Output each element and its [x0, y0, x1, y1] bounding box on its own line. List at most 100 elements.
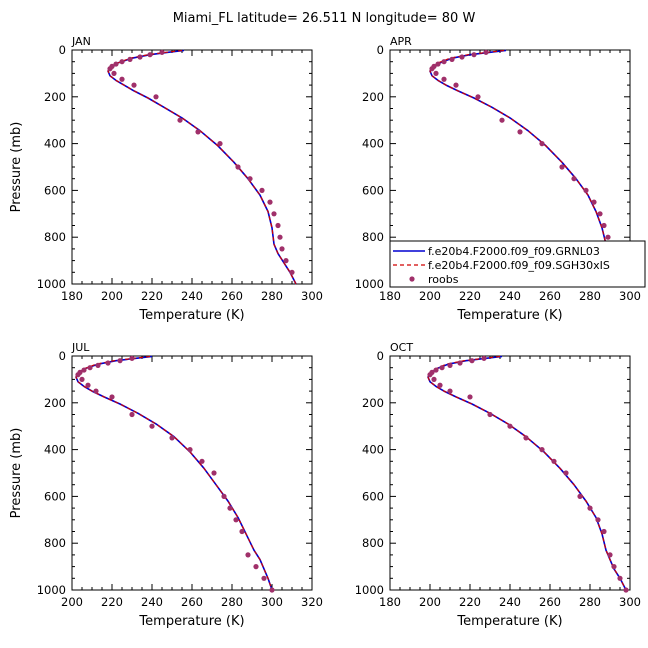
roobs-point — [517, 129, 523, 135]
panel-title: OCT — [390, 341, 413, 354]
y-tick-label: 600 — [44, 183, 66, 197]
roobs-point — [539, 447, 545, 453]
roobs-point — [447, 362, 453, 368]
roobs-point — [429, 66, 435, 72]
roobs-point — [459, 54, 465, 60]
roobs-point — [105, 360, 111, 366]
panels-group: 180 200 220 240 260 280 300 0 200 400 600 800 1000 Te… — [9, 35, 646, 629]
roobs-point — [199, 458, 205, 464]
legend-box — [389, 240, 646, 288]
roobs-point — [441, 76, 447, 82]
roobs-point — [117, 358, 123, 364]
series-line-sgh30xis — [107, 49, 297, 285]
x-tick-label: 240 — [141, 595, 163, 609]
roobs-point — [259, 187, 265, 193]
roobs-point — [453, 82, 459, 88]
y-tick-label: 600 — [44, 489, 66, 503]
y-tick-label: 800 — [44, 536, 66, 550]
roobs-point — [95, 362, 101, 368]
roobs-point — [109, 394, 115, 400]
roobs-point — [457, 360, 463, 366]
roobs-point — [467, 394, 473, 400]
roobs-point — [81, 367, 87, 373]
roobs-point — [127, 56, 133, 62]
roobs-point — [79, 376, 85, 382]
roobs-point — [177, 117, 183, 123]
roobs-point — [147, 52, 153, 58]
roobs-point — [623, 587, 629, 593]
roobs-point — [239, 528, 245, 535]
y-tick-label: 0 — [59, 43, 66, 57]
roobs-point — [563, 470, 569, 476]
x-tick-label: 220 — [459, 289, 481, 303]
figure-title: Miami_FL latitude= 26.511 N longitude= 8… — [173, 11, 476, 26]
roobs-point — [597, 211, 603, 217]
x-tick-label: 280 — [221, 595, 243, 609]
series-line-grnl03 — [427, 355, 627, 591]
roobs-point — [253, 564, 259, 570]
y-tick-label: 800 — [362, 230, 384, 244]
roobs-point — [107, 66, 113, 72]
y-tick-label: 0 — [59, 349, 66, 363]
y-tick-label: 600 — [362, 183, 384, 197]
x-tick-label: 220 — [101, 595, 123, 609]
series-line-sgh30xis — [427, 355, 627, 591]
x-axis-label: Temperature (K) — [138, 308, 244, 323]
legend-marker-roobs — [409, 276, 415, 282]
roobs-point — [539, 141, 545, 147]
roobs-point — [221, 493, 227, 499]
legend-label: f.e20b4.F2000.f09_f09.SGH30xIS — [428, 259, 610, 272]
roobs-point — [245, 552, 251, 558]
roobs-point — [469, 358, 475, 364]
roobs-point — [475, 94, 481, 100]
y-tick-label: 1000 — [37, 277, 66, 291]
x-axis-label: Temperature (K) — [456, 614, 562, 629]
x-tick-label: 200 — [61, 595, 83, 609]
y-tick-label: 400 — [44, 443, 66, 457]
roobs-point — [591, 199, 597, 205]
roobs-point — [279, 246, 285, 252]
roobs-point — [211, 470, 217, 476]
x-tick-label: 300 — [261, 595, 283, 609]
x-tick-label: 180 — [379, 289, 401, 303]
y-tick-label: 400 — [362, 137, 384, 151]
plot-frame — [71, 355, 313, 591]
roobs-point — [601, 222, 607, 229]
roobs-point — [605, 234, 611, 240]
x-tick-label: 260 — [221, 289, 243, 303]
roobs-point — [431, 376, 437, 382]
x-tick-label: 260 — [181, 595, 203, 609]
y-tick-label: 600 — [362, 489, 384, 503]
x-tick-label: 200 — [419, 289, 441, 303]
roobs-point — [499, 117, 505, 123]
roobs-point — [85, 382, 91, 388]
y-tick-label: 0 — [377, 43, 384, 57]
roobs-point — [551, 458, 557, 464]
roobs-point — [113, 61, 119, 67]
panel-title: JAN — [71, 35, 91, 48]
y-tick-label: 200 — [362, 396, 384, 410]
roobs-point — [595, 517, 601, 523]
roobs-point — [611, 564, 617, 570]
roobs-point — [447, 388, 453, 394]
panel-title: APR — [390, 35, 412, 48]
roobs-point — [449, 56, 455, 62]
x-tick-label: 240 — [499, 595, 521, 609]
roobs-point — [153, 94, 159, 100]
roobs-point — [271, 211, 277, 217]
x-axis-label: Temperature (K) — [138, 614, 244, 629]
x-axis-label: Temperature (K) — [456, 308, 562, 323]
x-tick-label: 320 — [301, 595, 323, 609]
roobs-point — [601, 528, 607, 535]
x-tick-label: 240 — [181, 289, 203, 303]
panel-jul: 200 220 240 260 280 300 320 0 200 400 600 800 1000 Te… — [9, 341, 323, 629]
roobs-point — [119, 59, 125, 65]
panel-title: JUL — [71, 341, 90, 354]
roobs-point — [571, 176, 577, 182]
x-tick-label: 280 — [261, 289, 283, 303]
roobs-point — [433, 367, 439, 373]
y-tick-label: 800 — [362, 536, 384, 550]
roobs-point — [441, 59, 447, 65]
roobs-point — [283, 258, 289, 264]
